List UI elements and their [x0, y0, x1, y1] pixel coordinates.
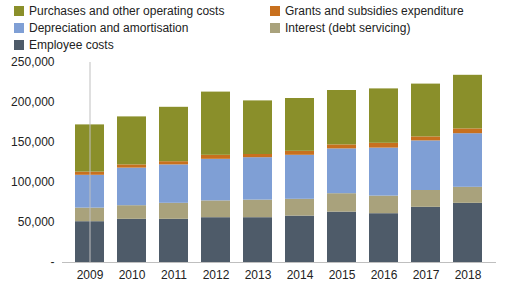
svg-text:2014: 2014	[287, 268, 314, 282]
svg-text:250,000: 250,000	[11, 55, 55, 69]
svg-text:-: -	[51, 255, 55, 269]
svg-text:2015: 2015	[329, 268, 356, 282]
svg-text:2012: 2012	[203, 268, 230, 282]
html-text:Purchases and other operating: Purchases and other operating costs	[29, 3, 225, 18]
html-text:Interest (debt servicing): Interest (debt servicing)	[285, 20, 411, 35]
svg-text:2018: 2018	[455, 268, 482, 282]
svg-text:2009: 2009	[77, 268, 104, 282]
html-text:Grants and subsidies expenditu: Grants and subsidies expenditure	[285, 3, 464, 18]
svg-text:50,000: 50,000	[18, 215, 55, 229]
svg-text:150,000: 150,000	[11, 135, 55, 149]
svg-text:2013: 2013	[245, 268, 272, 282]
svg-text:2017: 2017	[413, 268, 440, 282]
svg-text:2011: 2011	[161, 268, 187, 282]
html-text:Depreciation and amortisation: Depreciation and amortisation	[29, 20, 189, 35]
svg-text:200,000: 200,000	[11, 95, 55, 109]
svg-text:2016: 2016	[371, 268, 398, 282]
svg-text:2010: 2010	[119, 268, 146, 282]
html-text:Employee costs: Employee costs	[29, 37, 114, 52]
svg-text:100,000: 100,000	[11, 175, 55, 189]
